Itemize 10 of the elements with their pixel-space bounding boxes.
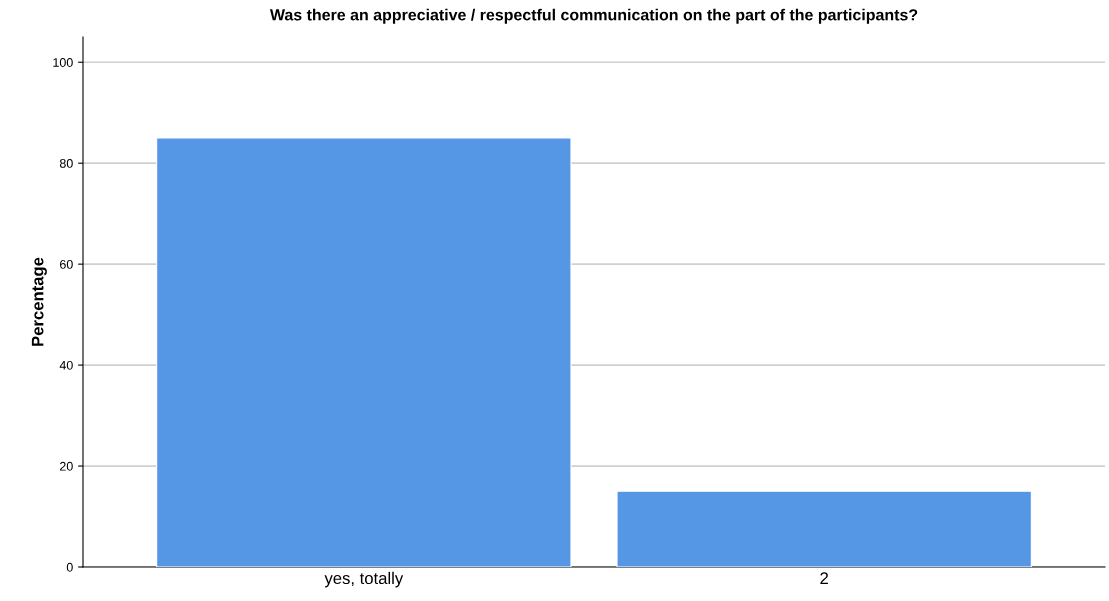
y-tick-label: 40 (59, 360, 73, 370)
x-tick-label: yes, totally (324, 571, 404, 588)
y-tick-label: 0 (66, 562, 73, 572)
y-axis-title: Percentage (31, 257, 47, 346)
y-tick-label: 100 (53, 58, 73, 67)
chart-title: Was there an appreciative / respectful communication on the part of the participants? (269, 8, 918, 24)
y-tick-label: 20 (60, 461, 73, 471)
x-tick-label: 2 (820, 572, 828, 584)
y-tick-label: 60 (60, 259, 73, 269)
y-tick-label: 80 (59, 158, 73, 168)
